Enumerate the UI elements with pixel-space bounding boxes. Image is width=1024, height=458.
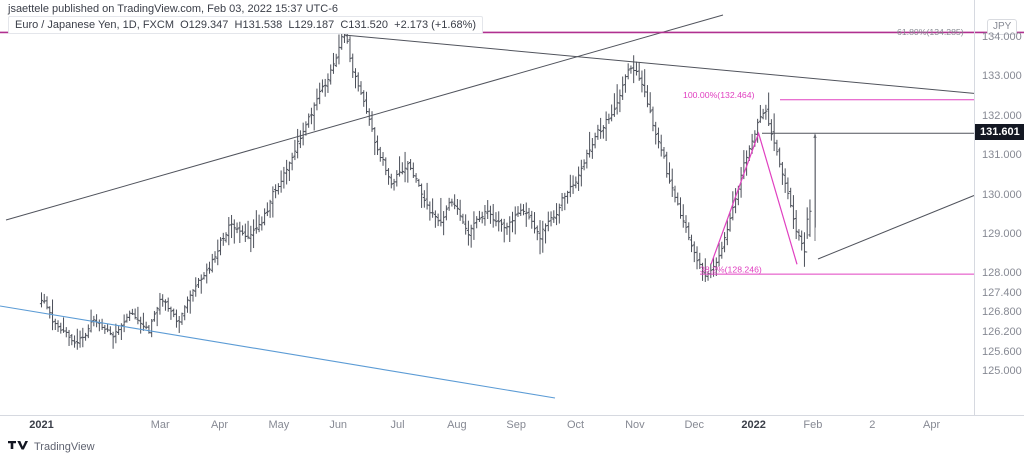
svg-text:38.2%(128.246): 38.2%(128.246) bbox=[700, 264, 762, 274]
svg-text:100.00%(132.464): 100.00%(132.464) bbox=[683, 90, 755, 100]
svg-text:61.80%(134.285): 61.80%(134.285) bbox=[897, 27, 964, 37]
